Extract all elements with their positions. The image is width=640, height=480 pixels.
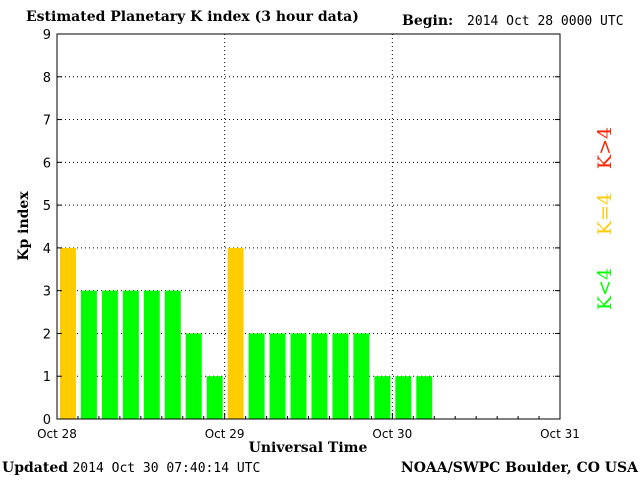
updated-value: 2014 Oct 30 07:40:14 UTC [72,461,261,476]
y-tick-label-1: 1 [43,370,51,385]
credit-text: NOAA/SWPC Boulder, CO USA [400,460,638,476]
bar-6 [185,333,202,419]
y-tick-label-9: 9 [43,28,51,43]
x-axis-label: Universal Time [249,440,368,456]
bar-5 [164,290,181,419]
bar-16 [395,376,412,419]
x-tick-label-0: Oct 28 [37,427,77,441]
x-axis-ticks: Oct 28 Oct 29 Oct 30 Oct 31 [37,413,580,441]
y-tick-label-5: 5 [43,199,51,214]
bar-10 [269,333,286,419]
bar-13 [332,333,349,419]
y-axis-label: Kp index [16,191,32,261]
y-tick-label-3: 3 [43,285,51,300]
bar-3 [122,290,139,419]
bars-group [60,247,433,419]
y-tick-label-4: 4 [43,242,51,257]
begin-label: Begin: [402,13,454,29]
bar-8 [227,247,244,419]
grid-lines [57,34,560,419]
bar-15 [374,376,391,419]
x-tick-label-2: Oct 30 [372,427,412,441]
bar-11 [290,333,307,419]
bar-9 [248,333,265,419]
begin-value: 2014 Oct 28 0000 UTC [467,14,624,29]
bar-2 [101,290,118,419]
y-tick-label-7: 7 [43,114,51,129]
y-axis-ticks: 0 1 2 3 4 5 6 7 8 9 [43,28,560,428]
y-tick-label-8: 8 [43,71,51,86]
y-tick-label-2: 2 [43,327,51,342]
x-tick-label-3: Oct 31 [540,427,580,441]
legend-k-greater-4: K>4 [594,127,616,169]
updated-line: Updated 2014 Oct 30 07:40:14 UTC [2,460,260,476]
bar-1 [80,290,97,419]
bar-17 [416,376,433,419]
bar-4 [143,290,160,419]
updated-label: Updated [2,460,69,476]
chart-title: Estimated Planetary K index (3 hour data… [26,9,359,25]
bar-12 [311,333,328,419]
legend-k-less-4: K<4 [594,268,616,310]
x-tick-label-1: Oct 29 [205,427,245,441]
y-tick-label-0: 0 [43,413,51,428]
y-tick-label-6: 6 [43,156,51,171]
bar-7 [206,376,223,419]
bar-0 [60,247,76,419]
legend-k-equal-4: K=4 [594,193,616,235]
bar-14 [353,333,370,419]
